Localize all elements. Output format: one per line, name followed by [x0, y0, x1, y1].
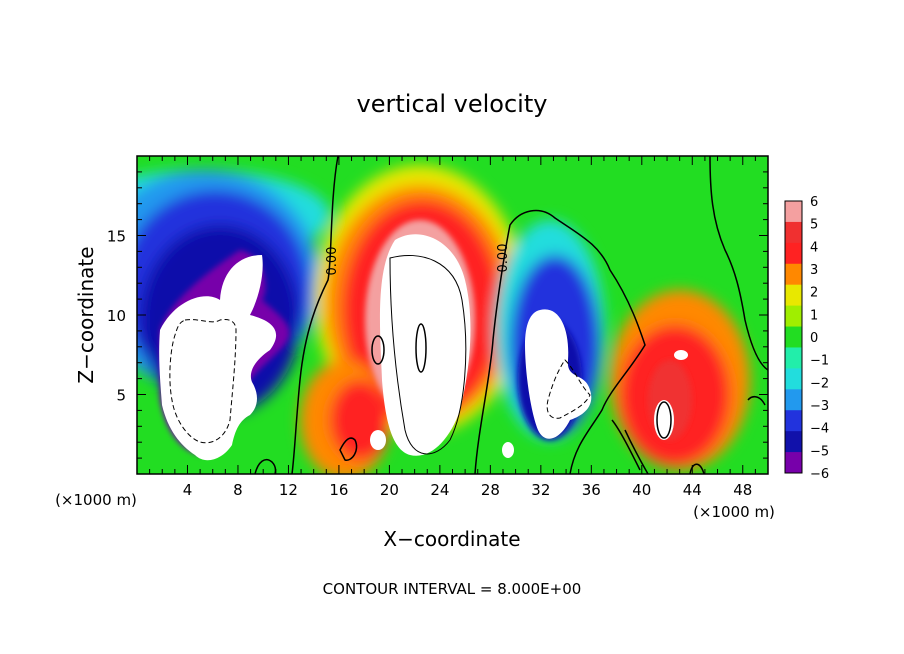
x-tick-label: 44 — [683, 481, 702, 499]
x-tick-labels: 4 8 12 16 20 24 28 32 36 40 44 48 — [183, 481, 753, 499]
colorbar-cell — [785, 389, 802, 411]
chart-title: vertical velocity — [357, 90, 548, 118]
contour-interval-note: CONTOUR INTERVAL = 8.000E+00 — [323, 580, 582, 598]
x-axis-label: X−coordinate — [383, 527, 520, 551]
colorbar-label: 4 — [810, 240, 818, 255]
x-tick-label: 28 — [481, 481, 500, 499]
colorbar-label: −5 — [810, 444, 829, 459]
x-unit-left: (×1000 m) — [55, 491, 137, 509]
colorbar-label: 2 — [810, 286, 818, 301]
colorbar-label: 5 — [810, 218, 818, 233]
colorbar-frame — [784, 200, 803, 474]
plot-field: 0.00 0.00 — [137, 156, 768, 474]
x-tick-label: 12 — [279, 481, 298, 499]
colorbar-cell — [785, 284, 802, 307]
colorbar — [784, 200, 803, 474]
colorbar-label: 1 — [810, 308, 818, 323]
colorbar-cell — [785, 305, 802, 328]
y-axis-label: Z−coordinate — [74, 246, 98, 383]
colorbar-label: 0 — [810, 331, 818, 346]
colorbar-cell — [785, 201, 802, 223]
y-tick-label: 15 — [107, 228, 126, 246]
colorbar-cell — [785, 242, 802, 265]
x-tick-label: 16 — [329, 481, 348, 499]
colorbar-label: 3 — [810, 263, 818, 278]
y-tick-label: 5 — [116, 387, 126, 405]
colorbar-label: −6 — [810, 467, 829, 482]
colorbar-cell — [785, 326, 802, 348]
x-tick-label: 32 — [531, 481, 550, 499]
contour-label-1: 0.00 — [325, 247, 340, 276]
x-unit-right: (×1000 m) — [693, 503, 775, 521]
colorbar-cell — [785, 221, 802, 244]
colorbar-cell — [785, 263, 802, 286]
colorbar-label: −2 — [810, 376, 829, 391]
x-tick-label: 40 — [632, 481, 651, 499]
colorbar-label: −3 — [810, 399, 829, 414]
colorbar-cell — [785, 368, 802, 390]
colorbar-cell — [785, 410, 802, 432]
x-tick-label: 20 — [380, 481, 399, 499]
colorbar-label: 6 — [810, 195, 818, 210]
contour-label-2: 0.00 — [496, 244, 511, 273]
colorbar-label: −1 — [810, 354, 829, 369]
colorbar-cell — [785, 431, 802, 453]
axis-ticks — [137, 156, 768, 474]
colorbar-cell — [785, 347, 802, 369]
x-tick-label: 24 — [430, 481, 449, 499]
y-tick-labels: 5 10 15 — [107, 228, 126, 405]
x-tick-label: 8 — [233, 481, 243, 499]
contour-labels: 0.00 0.00 — [325, 244, 511, 276]
colorbar-labels: 6 5 4 3 2 1 0 −1 −2 −3 −4 −5 −6 — [810, 195, 829, 482]
colorbar-cell — [785, 452, 802, 474]
x-tick-label: 48 — [733, 481, 752, 499]
colorbar-label: −4 — [810, 422, 829, 437]
x-tick-label: 4 — [183, 481, 193, 499]
y-tick-label: 10 — [107, 307, 126, 325]
x-tick-label: 36 — [582, 481, 601, 499]
